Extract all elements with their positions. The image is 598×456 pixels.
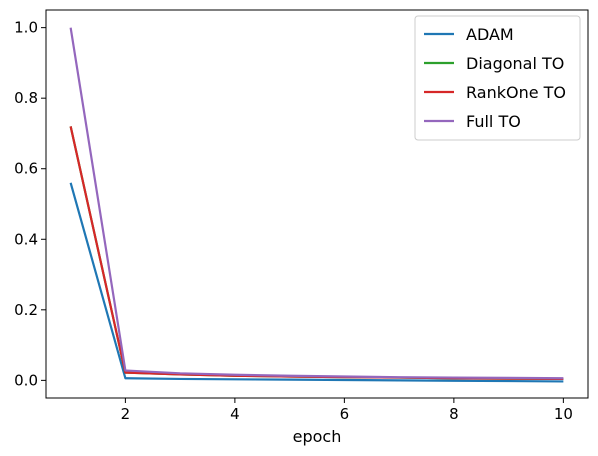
series-line-diagonal-to	[69, 126, 564, 381]
series-line-adam	[69, 182, 564, 383]
legend-label: Diagonal TO	[466, 54, 564, 73]
legend-label: Full TO	[466, 112, 521, 131]
y-tick-label: 0.2	[14, 301, 38, 319]
x-tick-label: 4	[230, 405, 240, 423]
plot-frame	[45, 9, 589, 399]
x-tick-label: 10	[554, 405, 573, 423]
legend-box	[414, 15, 581, 141]
plot-lines	[69, 27, 564, 383]
series-line-rankone-to	[69, 126, 564, 381]
x-axis-label: epoch	[293, 427, 342, 446]
y-tick-label: 0.4	[14, 230, 38, 248]
legend-label: RankOne TO	[466, 83, 566, 102]
y-tick-label: 0.0	[14, 371, 38, 389]
x-tick-label: 6	[340, 405, 350, 423]
y-tick-label: 0.8	[14, 89, 38, 107]
x-axis: 2 4 6 8 10	[121, 398, 573, 423]
y-tick-label: 1.0	[14, 19, 38, 37]
series-line-full-to	[69, 27, 564, 380]
x-tick-label: 2	[121, 405, 131, 423]
legend-label: ADAM	[466, 25, 514, 44]
y-axis: 0.0 0.2 0.4 0.6 0.8 1.0	[14, 19, 46, 389]
legend: ADAM Diagonal TO RankOne TO Full TO	[414, 15, 581, 141]
y-tick-label: 0.6	[14, 160, 38, 178]
x-tick-label: 8	[449, 405, 459, 423]
